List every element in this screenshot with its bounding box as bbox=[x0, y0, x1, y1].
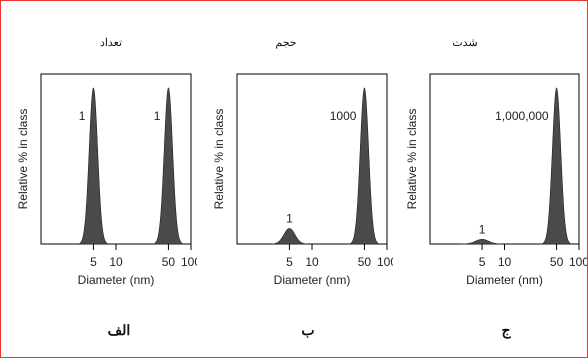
x-tick-label-a-100: 100 bbox=[181, 255, 197, 269]
x-tick-label-a-10: 10 bbox=[109, 255, 123, 269]
peak-label-c-2: 1,000,000 bbox=[495, 109, 549, 123]
x-tick-label-a-5: 5 bbox=[90, 255, 97, 269]
chart-panel-c: 1 1,000,000 5 10 50 100 Diameter (nm) Relative … bbox=[405, 73, 587, 287]
x-axis-label-a: Diameter (nm) bbox=[78, 273, 155, 287]
y-axis-label-b: Relative % in class bbox=[212, 109, 226, 210]
x-tick-label-c-50: 50 bbox=[550, 255, 564, 269]
y-axis-label-c: Relative % in class bbox=[405, 109, 419, 210]
x-tick-label-c-100: 100 bbox=[569, 255, 587, 269]
peak-c-1 bbox=[460, 239, 504, 245]
panel-b-title: حجم bbox=[275, 36, 297, 49]
y-axis-label-a: Relative % in class bbox=[16, 109, 30, 210]
x-tick-label-b-10: 10 bbox=[305, 255, 319, 269]
peak-a-1 bbox=[79, 87, 108, 245]
peak-label-c-1: 1 bbox=[479, 222, 486, 236]
x-tick-label-b-50: 50 bbox=[358, 255, 372, 269]
peak-label-a-2: 1 bbox=[154, 109, 161, 123]
peak-c-2 bbox=[542, 87, 571, 245]
peak-b-1 bbox=[271, 228, 308, 245]
chart-panel-a: 1 1 5 10 50 100 Diameter (nm) Relative % in cla… bbox=[16, 73, 197, 287]
peak-label-b-2: 1000 bbox=[330, 109, 357, 123]
x-tick-label-b-5: 5 bbox=[286, 255, 293, 269]
panel-a-title: تعداد bbox=[99, 36, 123, 49]
x-tick-label-c-10: 10 bbox=[498, 255, 512, 269]
x-axis-label-c: Diameter (nm) bbox=[466, 273, 543, 287]
x-tick-label-c-5: 5 bbox=[479, 255, 486, 269]
peak-b-2 bbox=[350, 87, 379, 245]
x-tick-label-a-50: 50 bbox=[162, 255, 176, 269]
panel-a-letter: الف bbox=[107, 323, 131, 339]
peak-label-a-1: 1 bbox=[79, 109, 86, 123]
chart-panel-b: 1 1000 5 10 50 100 Diameter (nm) Relative % in … bbox=[212, 73, 393, 287]
x-axis-label-b: Diameter (nm) bbox=[274, 273, 351, 287]
peak-a-2 bbox=[154, 87, 183, 245]
x-tick-label-b-100: 100 bbox=[377, 255, 393, 269]
peak-label-b-1: 1 bbox=[286, 211, 293, 225]
panel-c-letter: ج bbox=[501, 323, 511, 339]
panel-b-letter: ب bbox=[301, 323, 315, 339]
panel-c-title: شدت bbox=[452, 36, 478, 49]
